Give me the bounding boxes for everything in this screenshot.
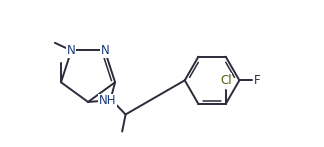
Text: NH: NH — [98, 94, 116, 107]
Text: N: N — [67, 44, 76, 57]
Text: Cl: Cl — [220, 74, 232, 87]
Text: F: F — [254, 74, 261, 87]
Text: N: N — [100, 44, 109, 57]
